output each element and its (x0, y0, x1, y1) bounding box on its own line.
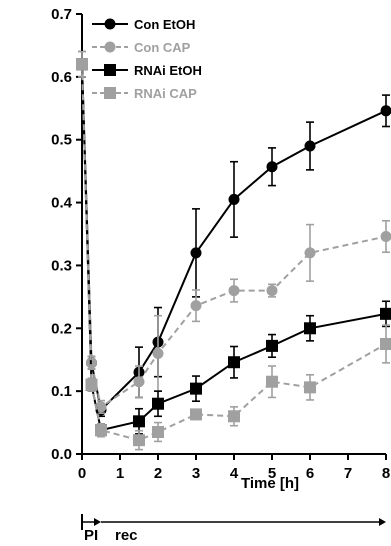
series-rnai-cap (76, 50, 391, 451)
x-tick-label: 4 (230, 465, 239, 482)
data-point (266, 161, 278, 173)
y-tick-label: 0.1 (51, 383, 72, 400)
data-point (380, 231, 391, 243)
data-point (228, 193, 240, 205)
x-tick-label: 6 (306, 465, 314, 482)
data-point (380, 307, 391, 320)
x-tick-label: 5 (268, 465, 276, 482)
data-point (152, 347, 164, 359)
y-tick-label: 0.0 (51, 446, 72, 463)
legend-label: Con CAP (134, 40, 191, 55)
data-point (95, 424, 107, 437)
phase-arrowhead (379, 518, 386, 526)
data-point (266, 285, 278, 297)
data-point (133, 434, 145, 447)
data-point (380, 338, 391, 350)
phase-arrowhead (94, 518, 101, 526)
data-point (95, 401, 107, 413)
legend-label: RNAi CAP (134, 86, 197, 101)
legend-label: RNAi EtOH (134, 63, 202, 78)
legend-marker (104, 87, 116, 99)
data-point (380, 105, 391, 117)
y-tick-label: 0.2 (51, 320, 72, 337)
phase-annotation: PI rec (81, 514, 386, 544)
data-point (304, 140, 316, 152)
data-point (304, 247, 316, 259)
data-point (190, 247, 202, 259)
series-line (81, 64, 387, 442)
data-point (133, 376, 145, 388)
legend-marker (104, 64, 116, 76)
y-tick-label: 0.6 (51, 69, 72, 86)
x-tick-label: 7 (344, 465, 352, 482)
legend-label: Con EtOH (134, 17, 195, 32)
x-axis-title: Time [h] (241, 475, 299, 492)
x-tick-label: 2 (154, 465, 162, 482)
data-point (228, 410, 240, 423)
legend-marker (104, 18, 116, 30)
data-point (266, 339, 278, 352)
data-point (152, 426, 164, 438)
data-point (152, 397, 164, 410)
data-point (228, 356, 240, 369)
data-point (190, 382, 202, 395)
y-tick-label: 0.3 (51, 257, 72, 274)
phase-label: PI (84, 527, 98, 544)
data-point (133, 415, 145, 428)
data-point (304, 381, 316, 394)
x-tick-label: 0 (78, 465, 86, 482)
data-point (85, 378, 98, 391)
y-tick-label: 0.5 (51, 132, 72, 149)
data-point (266, 375, 278, 388)
legend-marker (104, 41, 116, 53)
data-point (304, 322, 316, 335)
data-point (190, 300, 202, 312)
x-tick-label: 3 (192, 465, 200, 482)
x-tick-label: 1 (116, 465, 124, 482)
data-point (190, 408, 202, 421)
x-tick-label: 8 (382, 465, 390, 482)
plot-area: 0.0 0.1 0.2 0.3 0.4 0.5 0.6 0.7 0 1 2 3 4 5 6 7 8 Con EtO… (51, 6, 391, 482)
data-point (76, 58, 88, 71)
y-tick-label: 0.7 (51, 6, 72, 23)
phase-label: rec (115, 527, 138, 544)
data-point (228, 285, 240, 297)
series-rnai-etoh (76, 50, 391, 438)
y-tick-label: 0.4 (51, 195, 73, 212)
